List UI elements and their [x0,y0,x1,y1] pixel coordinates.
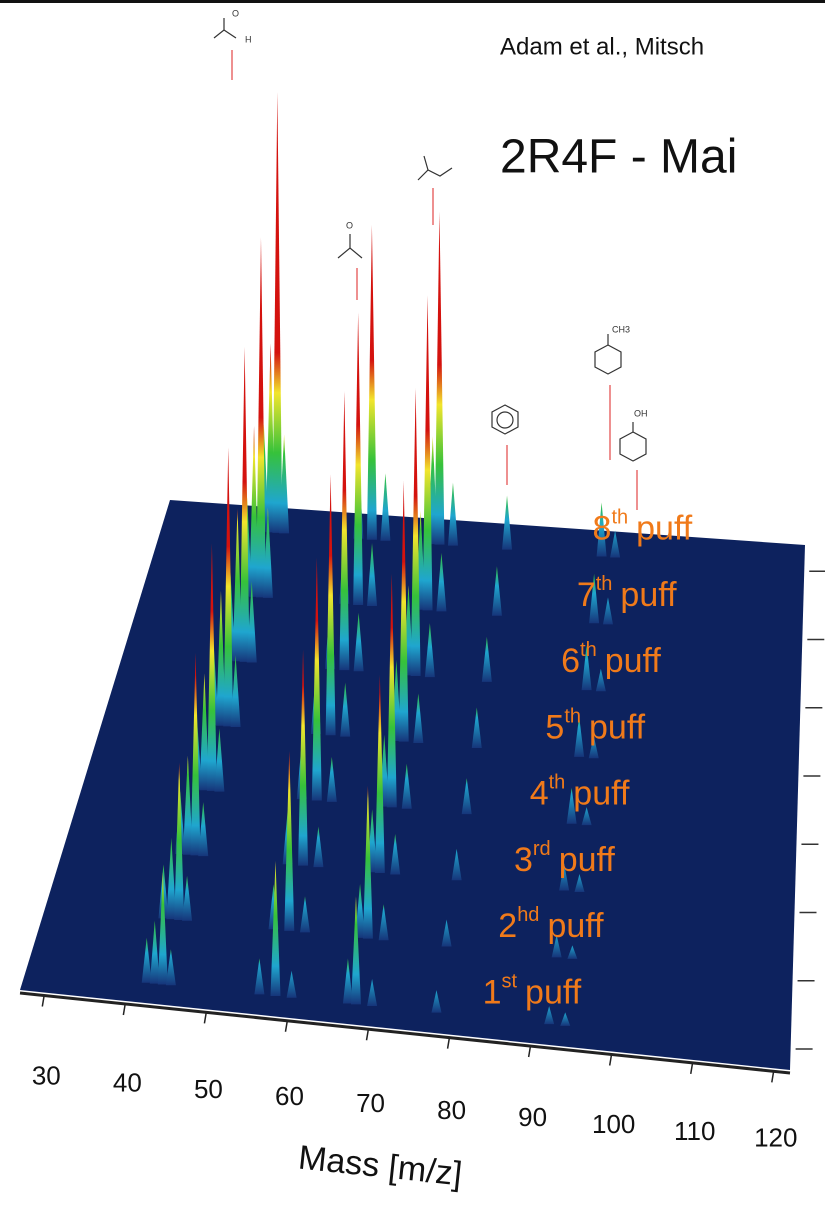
puff-number: 2 [498,907,517,945]
x-tick-label: 40 [113,1067,142,1097]
x-tick-label: 50 [194,1074,223,1104]
peak [448,483,458,546]
peak [353,312,363,605]
puff-label: 2hdpuff [498,904,604,945]
peak [272,92,282,533]
benzene [492,405,518,434]
atom-label: OH [634,408,648,418]
peak [434,212,444,545]
citation: Adam et al., Mitsch [500,33,704,60]
puff-suffix: st [501,971,517,993]
top-border [0,0,825,3]
peak [502,496,512,550]
phenol [620,432,646,461]
bond [424,156,428,170]
puff-text: puff [636,510,693,548]
drop-lines [232,50,637,510]
acetone [338,248,362,258]
puff-text: puff [573,775,630,813]
puff-text: puff [547,907,604,945]
puff-label: 6thpuff [561,639,661,680]
puff-label: 1stpuff [483,971,582,1012]
peak [380,473,390,541]
puff-number: 3 [514,841,533,879]
atom-label: O [346,220,353,230]
chart-title: 2R4F - Mai [500,131,737,184]
puff-number: 4 [530,775,549,813]
puff-number: 8 [593,510,612,548]
x-tick-label: 60 [275,1081,304,1111]
atom-label: O [232,8,239,18]
x-tick-label: 30 [32,1060,61,1090]
toluene [595,345,621,374]
puff-suffix: th [596,573,613,595]
peak [423,295,433,610]
x-tick-label: 100 [592,1109,635,1139]
x-tick-label: 90 [518,1102,547,1132]
puff-number: 7 [577,576,596,614]
puff-number: 5 [545,708,564,746]
puff-text: puff [559,841,616,879]
puff-text: puff [620,576,677,614]
x-tick-label: 110 [674,1116,715,1146]
puff-suffix: th [564,706,581,728]
puff-suffix: th [580,639,597,661]
isoprene [418,168,452,180]
atom-label: CH3 [612,324,630,334]
x-tick-label: 80 [437,1095,466,1125]
x-tick-label: 70 [356,1088,385,1118]
peak [240,347,250,662]
ring [497,412,513,428]
puff-suffix: rd [533,838,551,860]
puff-text: puff [589,708,646,746]
puff-text: puff [605,642,662,680]
puff-text: puff [525,973,582,1011]
puff-suffix: hd [517,904,539,926]
chart: Adam et al., Mitsch 2R4F - Mai O H O CH3… [0,0,825,1207]
peak [256,237,266,597]
acetaldehyde [214,30,236,38]
puff-suffix: th [549,772,566,794]
x-axis-label: Mass [m/z] [297,1139,464,1194]
x-tick-label: 120 [754,1123,797,1153]
peak [367,225,377,540]
atom-label: H [245,34,252,44]
puff-number: 1 [483,973,502,1011]
puff-number: 6 [561,642,580,680]
puff-suffix: th [611,507,628,529]
